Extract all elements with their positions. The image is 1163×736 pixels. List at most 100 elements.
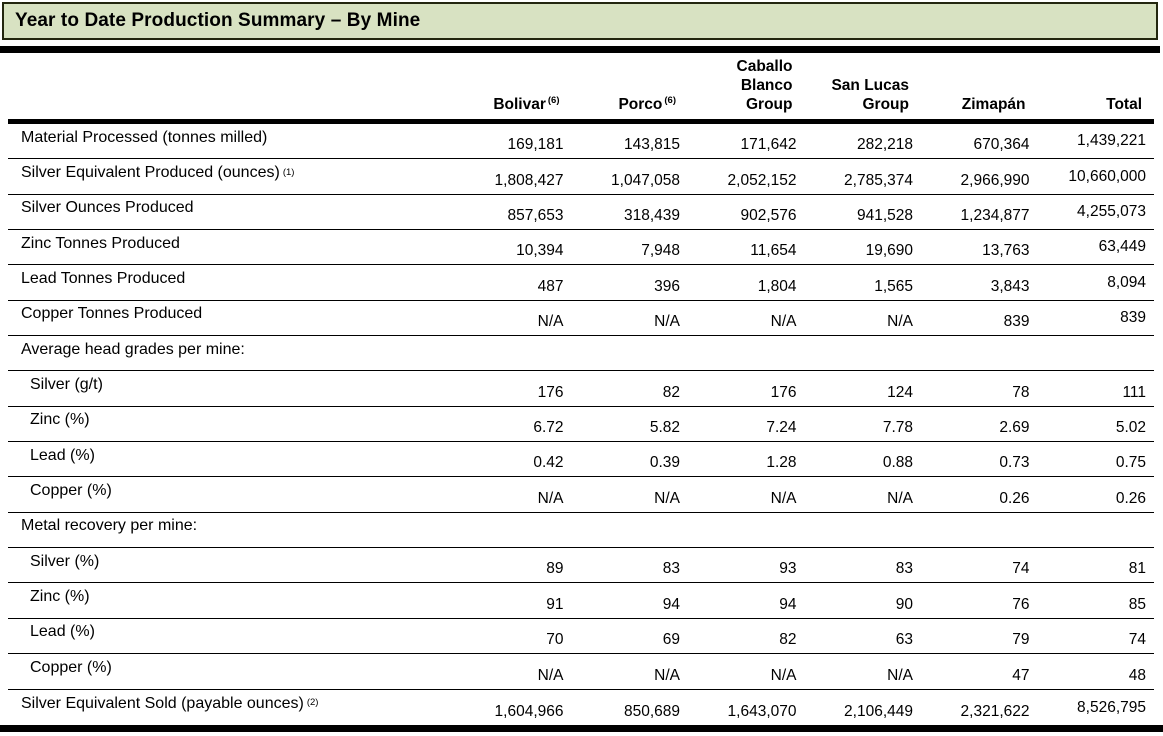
column-header: Porco (6) [572,53,689,119]
value-cell [1038,513,1155,547]
table-body: Material Processed (tonnes milled) 169,18… [8,124,1154,725]
row-label: Lead Tonnes Produced [21,270,186,288]
value-cell: 169,181 [507,136,564,154]
value-cell: 2,321,622 [960,702,1030,720]
table-header-row: Bolivar (6) Porco (6) Caballo Blanco Group San … [8,53,1154,124]
value-cell: N/A [887,489,913,507]
value-cell [572,336,689,370]
row-label: Average head grades per mine: [21,340,245,358]
value-cell: 1,808,427 [494,171,564,189]
value-cell: 902,576 [740,207,797,225]
value-cell [455,336,572,370]
value-cell: 111 [1122,383,1146,401]
table-row: Silver Ounces Produced 857,653 318,439 902,… [8,195,1154,231]
table-row: Zinc Tonnes Produced 10,394 7,948 11,654 19,… [8,230,1154,266]
value-cell: 82 [662,383,680,401]
footnote-marker: (2) [306,697,319,709]
production-summary-table: Bolivar (6) Porco (6) Caballo Blanco Group San … [8,53,1154,725]
value-cell: 0.39 [649,454,680,472]
column-header: San Lucas Group [805,53,922,119]
value-cell: 11,654 [750,242,797,260]
value-cell: 78 [1012,383,1030,401]
value-cell: 5.02 [1115,419,1146,437]
value-cell: 171,642 [740,136,797,154]
row-label-header-spacer [8,53,455,119]
section-header-row: Average head grades per mine: [8,336,1154,372]
value-cell: 5.82 [649,419,680,437]
value-cell: 94 [662,595,680,613]
value-cell: 7.24 [766,419,797,437]
value-cell: 63 [895,631,913,649]
value-cell: 857,653 [507,207,564,225]
row-label: Silver (g/t) [30,376,103,394]
page-title: Year to Date Production Summary – By Min… [15,10,421,31]
value-cell: 10,660,000 [1068,167,1146,185]
footnote-marker: (1) [282,166,295,178]
column-header-line: San Lucas [831,77,909,94]
value-cell: 83 [895,560,913,578]
row-label: Zinc Tonnes Produced [21,234,180,252]
value-cell [921,513,1038,547]
value-cell: 82 [779,631,797,649]
value-cell: 89 [546,560,564,578]
value-cell: 0.73 [999,454,1030,472]
value-cell: 94 [779,595,797,613]
value-cell: 0.75 [1115,454,1146,472]
value-cell: N/A [654,666,680,684]
table-row: Silver (%) 89 83 93 83 74 81 [8,548,1154,584]
top-divider [0,46,1160,53]
value-cell [921,336,1038,370]
value-cell [805,336,922,370]
value-cell: 70 [546,631,564,649]
value-cell: N/A [770,666,797,684]
row-label: Lead (%) [30,623,95,641]
footnote-marker: (6) [547,94,560,106]
value-cell: N/A [654,489,680,507]
value-cell: 941,528 [856,207,913,225]
value-cell: 0.88 [882,454,913,472]
column-header-line: Total [1106,96,1142,113]
value-cell: 850,689 [623,702,680,720]
value-cell: 93 [779,560,797,578]
title-bar: Year to Date Production Summary – By Min… [2,2,1158,40]
row-label: Zinc (%) [30,588,90,606]
column-header-line: Group [862,96,910,113]
column-header: Total [1038,53,1155,119]
table-row: Zinc (%) 91 94 94 90 76 85 [8,583,1154,619]
value-cell: 2.69 [999,419,1030,437]
value-cell: 74 [1128,631,1146,649]
section-header-row: Metal recovery per mine: [8,513,1155,549]
value-cell: N/A [537,489,564,507]
value-cell: 1,234,877 [960,207,1030,225]
value-cell: 839 [1120,309,1146,327]
value-cell [805,513,922,547]
table-row: Lead Tonnes Produced 487 396 1,804 1,565 3,84… [8,265,1154,301]
value-cell: 3,843 [990,277,1030,295]
row-label: Silver Equivalent Produced (ounces) (1) [21,164,295,182]
value-cell: 7.78 [882,419,913,437]
value-cell: 0.42 [533,454,564,472]
table-row: Silver (g/t) 176 82 176 124 78 111 [8,371,1154,407]
value-cell [688,513,805,547]
row-label: Copper Tonnes Produced [21,305,203,323]
column-header-line: Zimapán [961,96,1026,113]
value-cell: 176 [537,383,564,401]
value-cell: 2,785,374 [844,171,913,189]
value-cell: N/A [770,489,797,507]
value-cell: 69 [662,631,680,649]
value-cell: 1,439,221 [1077,132,1146,150]
value-cell: 91 [546,595,564,613]
value-cell: 7,948 [641,242,680,260]
value-cell: N/A [537,666,564,684]
table-row: Copper (%) N/A N/A N/A N/A 0.26 0.26 [8,477,1154,513]
table-row: Lead (%) 0.42 0.39 1.28 0.88 0.73 0.75 [8,442,1154,478]
value-cell: 396 [654,277,680,295]
row-label: Lead (%) [30,446,95,464]
column-header-line: Blanco [740,77,793,94]
value-cell: 839 [1003,313,1030,331]
value-cell: 1,804 [757,277,797,295]
value-cell: N/A [887,313,913,331]
table-row: Silver Equivalent Produced (ounces) (1) 1,… [8,159,1154,195]
value-cell: 74 [1012,560,1030,578]
